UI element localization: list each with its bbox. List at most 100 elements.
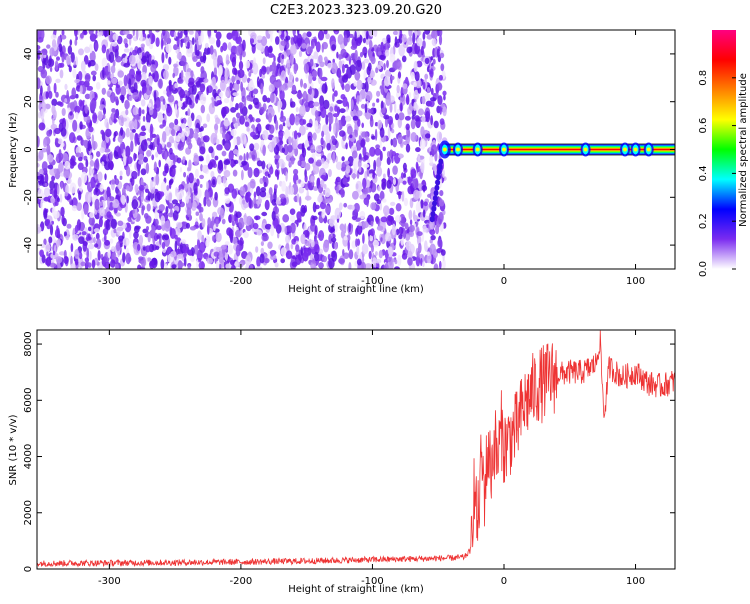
spectrogram-noise-blob: [85, 260, 89, 265]
spectrogram-noise-blob: [161, 241, 166, 249]
spectrogram-noise-blob: [430, 115, 433, 126]
spectrogram-noise-blob: [223, 159, 231, 166]
spectrogram-noise-blob: [41, 48, 48, 56]
spectrogram-noise-blob: [195, 211, 200, 216]
spectrogram-noise-blob: [213, 224, 216, 231]
spectrogram-noise-blob: [59, 251, 66, 256]
spectrogram-noise-blob: [398, 190, 402, 200]
spectrogram-noise-blob: [78, 251, 83, 260]
spectrogram-noise-blob: [137, 165, 140, 177]
spectrogram-noise-blob: [223, 119, 230, 127]
signal-onset-trail: [435, 174, 441, 181]
spectrogram-noise-blob: [232, 117, 237, 124]
spectrogram-noise-blob: [49, 66, 53, 73]
spectrogram-noise-blob: [65, 55, 72, 65]
spectrogram-noise-blob: [103, 107, 106, 115]
spectrogram-noise-blob: [52, 117, 55, 126]
spectrogram-noise-blob: [293, 168, 299, 175]
spectrogram-noise-blob: [119, 170, 123, 177]
spectrogram-noise-blob: [113, 112, 117, 125]
spectrogram-noise-blob: [89, 212, 95, 218]
spectrogram-noise-blob: [187, 41, 190, 50]
spectrogram-noise-blob: [144, 138, 147, 146]
spectrogram-ylabel: Frequency (Hz): [8, 112, 19, 188]
spectrogram-noise-blob: [122, 252, 126, 263]
signal-tone-hotspot-center: [583, 147, 588, 152]
spectrogram-noise-blob: [181, 239, 187, 244]
spectrogram-noise-blob: [321, 130, 325, 138]
spectrogram-noise-blob: [416, 251, 420, 258]
spectrogram-noise-blob: [40, 223, 44, 228]
spectrogram-noise-blob: [194, 127, 200, 134]
spectrogram-noise-blob: [115, 212, 121, 217]
spectrogram-noise-blob: [61, 214, 65, 225]
spectrogram-noise-blob: [249, 143, 255, 152]
spectrogram-noise-blob: [289, 53, 294, 66]
chart-title: C2E3.2023.323.09.20.G20: [270, 3, 442, 18]
spectrogram-noise-blob: [382, 198, 387, 203]
spectrogram-noise-blob: [71, 205, 78, 212]
spectrogram-noise-blob: [78, 99, 83, 107]
spectrogram-noise-blob: [173, 124, 180, 132]
spectrogram-noise-blob: [177, 262, 185, 267]
spectrogram-noise-blob: [238, 102, 245, 109]
spectrogram-noise-blob: [308, 137, 313, 146]
spectrogram-noise-blob: [356, 258, 362, 266]
spectrogram-noise-blob: [293, 63, 298, 75]
spectrogram-noise-blob: [233, 136, 238, 148]
spectrogram-noise-blob: [125, 145, 131, 158]
spectrogram-noise-blob: [56, 197, 60, 203]
spectrogram-noise-blob: [426, 87, 431, 93]
spectrogram-noise-blob: [113, 228, 117, 234]
spectrogram-noise-blob: [325, 33, 330, 40]
spectrogram-noise-blob: [214, 155, 219, 161]
spectrogram-noise-blob: [106, 121, 109, 131]
spectrogram-noise-blob: [107, 196, 110, 209]
spectrogram-noise-blob: [287, 144, 293, 153]
spectrogram-noise-blob: [162, 119, 167, 127]
spectrogram-noise-blob: [255, 118, 261, 123]
spectrogram-noise-blob: [442, 168, 445, 178]
spectrogram-noise-blob: [285, 250, 293, 260]
spectrogram-noise-blob: [270, 92, 275, 104]
spectrogram-noise-blob: [56, 183, 60, 196]
spectrogram-noise-blob: [279, 115, 287, 123]
spectrogram-noise-blob: [402, 180, 407, 185]
spectrogram-noise-blob: [61, 152, 69, 163]
spectrogram-noise-blob: [289, 113, 296, 126]
spectrogram-noise-blob: [117, 70, 124, 78]
spectrogram-noise-blob: [206, 257, 213, 265]
spectrogram-noise-blob: [365, 30, 369, 40]
spectrogram-noise-blob: [219, 207, 225, 219]
spectrogram-noise-blob: [398, 112, 405, 121]
spectrogram-noise-blob: [275, 119, 279, 131]
spectrogram-noise-blob: [213, 251, 220, 257]
spectrogram-noise-blob: [321, 209, 326, 219]
spectrogram-noise-blob: [217, 160, 223, 171]
spectrogram-noise-blob: [125, 252, 131, 265]
spectrogram-noise-blob: [246, 127, 250, 132]
spectrogram-noise-blob: [422, 81, 426, 90]
spectrogram-noise-blob: [416, 37, 423, 47]
spectrogram-noise-blob: [64, 83, 68, 90]
signal-onset-trail: [436, 168, 442, 175]
spectrogram-noise-blob: [392, 30, 399, 36]
spectrogram-noise-blob: [77, 71, 83, 82]
spectrogram-noise-blob: [174, 103, 178, 115]
spectrogram-noise-blob: [312, 132, 317, 141]
spectrogram-noise-blob: [259, 177, 264, 185]
spectrogram-noise-blob: [412, 178, 419, 189]
spectrogram-noise-blob: [439, 213, 444, 220]
snr-ytick-label: 4000: [23, 444, 34, 469]
spectrogram-noise-blob: [439, 52, 445, 59]
spectrogram-noise-blob: [124, 43, 129, 48]
spectrogram-noise-blob: [168, 79, 172, 86]
spectrogram-noise-blob: [202, 135, 210, 143]
spectrogram-xtick-label: 0: [501, 276, 507, 287]
spectrogram-noise-blob: [354, 30, 357, 42]
spectrogram-noise-blob: [198, 241, 206, 253]
spectrogram-noise-blob: [340, 187, 345, 198]
spectrogram-noise-blob: [228, 214, 232, 224]
spectrogram-noise-blob: [118, 114, 125, 126]
spectrogram-noise-blob: [187, 142, 193, 150]
